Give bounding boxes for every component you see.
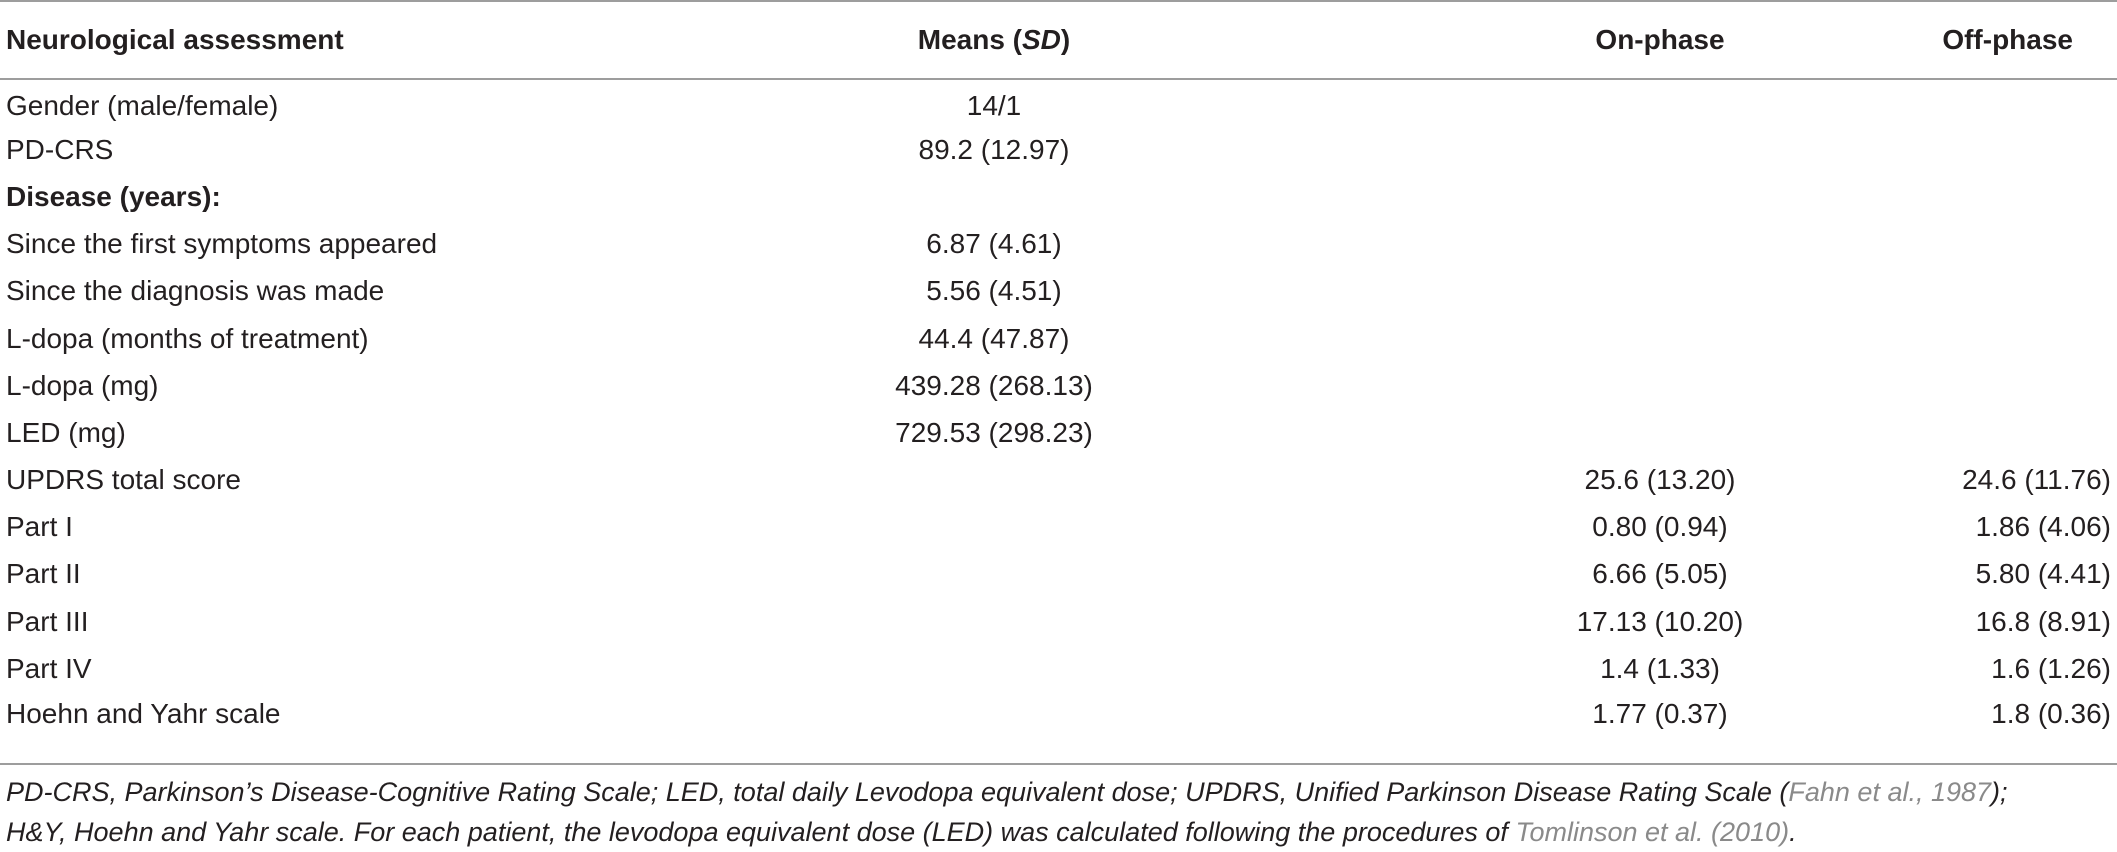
- table-row: Part I 0.80 (0.94) 1.86 (4.06): [0, 504, 2117, 551]
- table-row: Gender (male/female) 14/1: [0, 79, 2117, 126]
- citation-link-fahn[interactable]: Fahn et al., 1987: [1788, 777, 1992, 807]
- row-label: Part IV: [6, 652, 92, 684]
- row-means-value: 6.87 (4.61): [926, 228, 1062, 260]
- row-off-phase-value: 1.8 (0.36): [1991, 698, 2111, 730]
- row-label: Hoehn and Yahr scale: [6, 698, 281, 730]
- data-table-container: Neurological assessment Means (SD) On-ph…: [0, 0, 2117, 740]
- footnote-text-1: PD-CRS, Parkinson’s Disease-Cognitive Ra…: [6, 777, 1789, 807]
- table-row: Hoehn and Yahr scale 1.77 (0.37) 1.8 (0.36…: [0, 692, 2117, 739]
- footnote-text-3: H&Y, Hoehn and Yahr scale. For each pati…: [6, 817, 1516, 847]
- table-row: L-dopa (months of treatment) 44.4 (47.87): [0, 315, 2117, 362]
- row-on-phase-value: [1260, 409, 1800, 456]
- table-row: Part III 17.13 (10.20) 16.8 (8.91): [0, 598, 2117, 645]
- row-label: LED (mg): [6, 416, 126, 448]
- table-header: Neurological assessment Means (SD) On-ph…: [0, 0, 2117, 80]
- row-off-phase-value: [1800, 362, 2117, 409]
- row-means-value: [720, 645, 1260, 692]
- row-off-phase-value: [1800, 79, 2117, 126]
- row-off-phase-value: [1800, 173, 2117, 220]
- header-means-suffix: ): [1060, 24, 1071, 55]
- row-means-value: [720, 504, 1260, 551]
- row-off-phase-value: 1.6 (1.26): [1991, 652, 2111, 684]
- table-row: Since the diagnosis was made 5.56 (4.51): [0, 268, 2117, 315]
- table-row: L-dopa (mg) 439.28 (268.13): [0, 362, 2117, 409]
- row-means-value: [720, 173, 1260, 220]
- header-neurological-assessment: Neurological assessment: [0, 0, 720, 80]
- row-label: Part I: [6, 511, 73, 543]
- row-on-phase-value: [1260, 315, 1800, 362]
- table-row: Part II 6.66 (5.05) 5.80 (4.41): [0, 551, 2117, 598]
- row-label: PD-CRS: [6, 133, 114, 165]
- row-on-phase-value: 6.66 (5.05): [1592, 558, 1728, 590]
- row-off-phase-value: [1800, 268, 2117, 315]
- table-bottom-rule: [0, 763, 2117, 765]
- table-body: Gender (male/female) 14/1 PD-CRS 89.2 (12.9…: [0, 79, 2117, 740]
- header-means-sd: Means (SD): [720, 0, 1260, 80]
- row-label: Since the first symptoms appeared: [6, 228, 438, 260]
- row-means-value: 5.56 (4.51): [926, 275, 1062, 307]
- row-means-value: 729.53 (298.23): [895, 416, 1093, 448]
- row-on-phase-value: [1260, 268, 1800, 315]
- row-on-phase-value: [1260, 79, 1800, 126]
- row-off-phase-value: 24.6 (11.76): [1962, 464, 2111, 496]
- row-means-value: 439.28 (268.13): [895, 369, 1093, 401]
- row-on-phase-value: 17.13 (10.20): [1576, 605, 1744, 637]
- table-footnote: PD-CRS, Parkinson’s Disease-Cognitive Ra…: [6, 772, 2106, 852]
- header-means-sd-italic: SD: [1022, 24, 1061, 55]
- header-on-phase: On-phase: [1260, 0, 1800, 80]
- table-row: UPDRS total score 25.6 (13.20) 24.6 (11.76…: [0, 457, 2117, 504]
- row-off-phase-value: [1800, 315, 2117, 362]
- table-row: LED (mg) 729.53 (298.23): [0, 409, 2117, 456]
- row-off-phase-value: [1800, 409, 2117, 456]
- table-row: Since the first symptoms appeared 6.87 (4…: [0, 221, 2117, 268]
- header-off-phase: Off-phase: [1800, 0, 2117, 80]
- row-means-value: [720, 457, 1260, 504]
- row-label: Gender (male/female): [6, 90, 279, 122]
- row-on-phase-value: 25.6 (13.20): [1584, 464, 1736, 496]
- row-means-value: 14/1: [966, 90, 1022, 122]
- row-means-value: 44.4 (47.87): [918, 322, 1070, 354]
- row-on-phase-value: 0.80 (0.94): [1592, 511, 1728, 543]
- row-label: L-dopa (mg): [6, 369, 159, 401]
- citation-link-tomlinson[interactable]: Tomlinson et al. (2010): [1515, 817, 1790, 847]
- header-row: Neurological assessment Means (SD) On-ph…: [0, 0, 2117, 80]
- row-on-phase-value: 1.77 (0.37): [1592, 698, 1728, 730]
- row-off-phase-value: 16.8 (8.91): [1975, 605, 2111, 637]
- table-row: Part IV 1.4 (1.33) 1.6 (1.26): [0, 645, 2117, 692]
- row-label: Part II: [6, 558, 81, 590]
- row-means-value: [720, 551, 1260, 598]
- row-on-phase-value: 1.4 (1.33): [1600, 652, 1720, 684]
- row-on-phase-value: [1260, 126, 1800, 173]
- row-label: UPDRS total score: [6, 464, 241, 496]
- row-off-phase-value: 5.80 (4.41): [1975, 558, 2111, 590]
- row-on-phase-value: [1260, 173, 1800, 220]
- row-means-value: [720, 692, 1260, 739]
- row-label: Disease (years):: [6, 180, 221, 212]
- row-off-phase-value: [1800, 221, 2117, 268]
- table-row: Disease (years):: [0, 173, 2117, 220]
- assessment-table: Neurological assessment Means (SD) On-ph…: [0, 0, 2117, 740]
- row-means-value: [720, 598, 1260, 645]
- row-off-phase-value: 1.86 (4.06): [1975, 511, 2111, 543]
- table-row: PD-CRS 89.2 (12.97): [0, 126, 2117, 173]
- footnote-text-4: .: [1789, 817, 1797, 847]
- row-off-phase-value: [1800, 126, 2117, 173]
- row-label: Since the diagnosis was made: [6, 275, 385, 307]
- row-on-phase-value: [1260, 362, 1800, 409]
- row-means-value: 89.2 (12.97): [918, 133, 1070, 165]
- footnote-text-2: );: [1991, 777, 2008, 807]
- row-label: Part III: [6, 605, 89, 637]
- header-means-prefix: Means (: [917, 24, 1022, 55]
- row-on-phase-value: [1260, 221, 1800, 268]
- row-label: L-dopa (months of treatment): [6, 322, 369, 354]
